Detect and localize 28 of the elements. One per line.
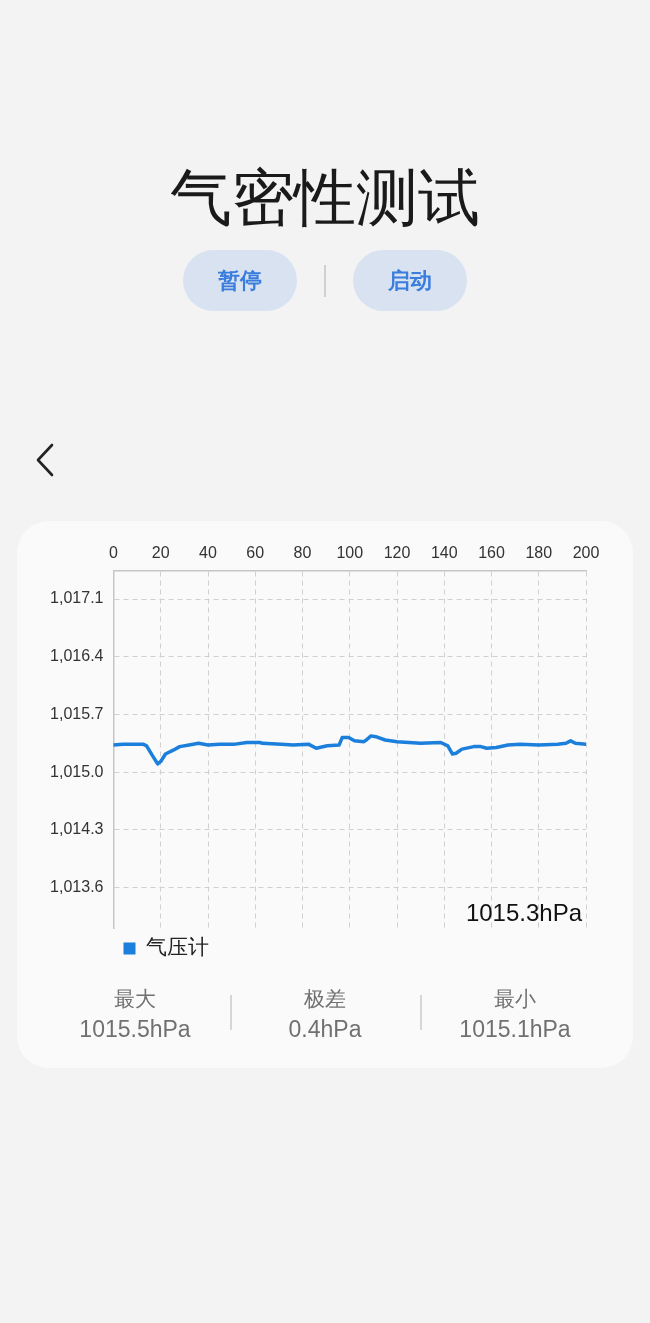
x-tick-label: 200: [572, 543, 600, 561]
x-tick-label: 80: [293, 543, 312, 561]
annotation: 1015.3hPa: [465, 898, 583, 926]
y-tick-label: 1,014.3: [50, 820, 104, 838]
start-button: 启动: [353, 250, 467, 311]
x-tick-label: 180: [525, 543, 553, 561]
y-tick-label: 1,015.7: [50, 704, 104, 722]
text: 1015.1hPa: [458, 1015, 572, 1044]
y-tick-label: 1,017.1: [50, 589, 104, 607]
text: 最大: [113, 986, 157, 1013]
y-tick-label: 1,016.4: [50, 647, 104, 665]
text: 最小: [493, 986, 537, 1013]
x-tick-label: 60: [246, 543, 265, 561]
text: 极差: [303, 986, 347, 1013]
y-tick-label: 1,013.6: [50, 878, 104, 896]
x-tick-label: 160: [478, 543, 505, 561]
y-tick-label: 1,015.0: [50, 762, 104, 780]
chart-title: 气密性测试: [169, 160, 481, 236]
x-tick-label: 0: [109, 543, 119, 561]
text: 1015.5hPa: [78, 1015, 192, 1044]
x-tick-label: 100: [336, 543, 364, 561]
pause-button: 暂停: [183, 250, 297, 311]
text: 0.4hPa: [287, 1015, 363, 1044]
legend-label: 气压计: [146, 934, 209, 959]
x-tick-label: 140: [430, 543, 458, 561]
x-tick-label: 120: [383, 543, 411, 561]
x-tick-label: 40: [199, 543, 217, 561]
x-tick-label: 20: [151, 543, 170, 561]
